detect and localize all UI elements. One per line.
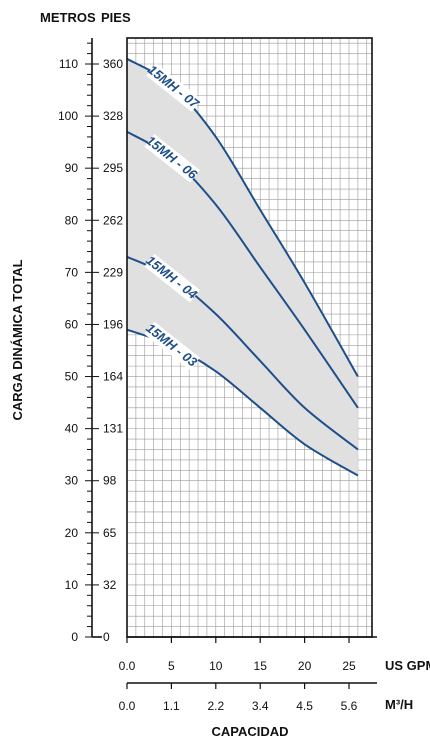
y-tick-label-metros: 40 <box>65 422 79 436</box>
x-unit-secondary: M³/H <box>385 697 413 712</box>
series-label-bg <box>144 253 200 303</box>
y-tick-label-metros: 30 <box>65 474 79 488</box>
x-tick-label: 0.0 <box>119 659 136 673</box>
y-tick-label-metros: 20 <box>65 526 79 540</box>
x2-tick-label: 3.4 <box>252 699 269 713</box>
metros-header: METROS <box>40 10 96 25</box>
y-tick-label-metros: 90 <box>65 161 79 175</box>
y-tick-label-pies: 65 <box>103 526 117 540</box>
y-tick-label-metros: 50 <box>65 370 79 384</box>
y-tick-label-metros: 100 <box>58 109 78 123</box>
x2-tick-label: 0.0 <box>119 699 136 713</box>
y-tick-label-pies: 131 <box>103 422 123 436</box>
y-tick-label-pies: 196 <box>103 317 123 331</box>
x-axis-label: CAPACIDAD <box>211 724 288 739</box>
x-tick-label: 15 <box>254 659 268 673</box>
y-tick-label-pies: 0 <box>103 630 110 644</box>
x-unit-primary: US GPM <box>385 658 430 673</box>
x2-tick-label: 4.5 <box>296 699 313 713</box>
y-tick-label-metros: 80 <box>65 213 79 227</box>
y-tick-label-pies: 229 <box>103 265 123 279</box>
series-label-bg <box>146 63 202 112</box>
y-tick-label-pies: 262 <box>103 213 123 227</box>
y-tick-label-pies: 98 <box>103 474 117 488</box>
x2-tick-label: 2.2 <box>207 699 224 713</box>
x2-tick-label: 5.6 <box>341 699 358 713</box>
y-tick-label-metros: 60 <box>65 317 79 331</box>
x-tick-label: 25 <box>342 659 356 673</box>
y-tick-label-pies: 164 <box>103 370 123 384</box>
series-label-bg <box>144 321 200 371</box>
pies-header: PIES <box>101 10 131 25</box>
y-tick-label-metros: 110 <box>59 57 78 71</box>
y-tick-label-pies: 328 <box>103 109 123 123</box>
y-axis-label: CARGA DINÁMICA TOTAL <box>10 259 25 420</box>
x-tick-label: 10 <box>209 659 223 673</box>
series-label-bg <box>144 134 200 183</box>
y-tick-label-metros: 10 <box>65 578 79 592</box>
y-tick-label-metros: 70 <box>65 265 79 279</box>
x2-tick-label: 1.1 <box>163 699 180 713</box>
y-tick-label-pies: 360 <box>103 57 123 71</box>
y-tick-label-pies: 32 <box>103 578 117 592</box>
y-tick-label-metros: 0 <box>71 630 78 644</box>
x-tick-label: 20 <box>298 659 312 673</box>
x-tick-label: 5 <box>168 659 175 673</box>
y-tick-label-pies: 295 <box>103 161 123 175</box>
